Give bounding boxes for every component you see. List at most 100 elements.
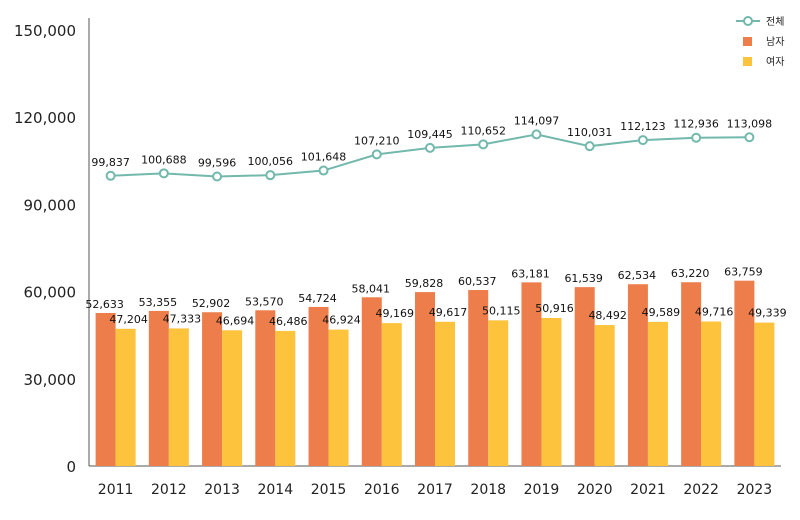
bar-female xyxy=(647,321,668,466)
x-tick-label: 2023 xyxy=(737,482,773,498)
x-tick-label: 2022 xyxy=(683,482,719,498)
data-label-total: 100,688 xyxy=(141,153,187,166)
data-label-total: 112,123 xyxy=(620,120,666,133)
bar-female xyxy=(754,322,775,466)
bar-female xyxy=(275,330,296,466)
y-tick-label: 150,000 xyxy=(14,22,76,40)
bars xyxy=(95,280,775,466)
bar-male xyxy=(574,287,595,466)
data-label-female: 46,924 xyxy=(322,314,361,327)
data-label-male: 63,181 xyxy=(511,267,550,280)
legend-label-total: 전체 xyxy=(766,16,784,28)
data-label-total: 109,445 xyxy=(407,128,453,141)
legend-label-female: 여자 xyxy=(766,56,784,68)
legend-label-male: 남자 xyxy=(766,36,784,48)
x-tick-label: 2018 xyxy=(470,482,506,498)
x-tick-label: 2021 xyxy=(630,482,666,498)
y-tick-label: 30,000 xyxy=(24,371,77,389)
data-label-male: 63,759 xyxy=(724,266,763,279)
total-point xyxy=(744,132,755,143)
x-tick-label: 2012 xyxy=(151,482,187,498)
bar-female xyxy=(435,321,455,466)
data-label-total: 99,837 xyxy=(91,156,130,169)
total-point xyxy=(371,149,382,160)
total-point xyxy=(478,139,489,150)
y-tick-label: 60,000 xyxy=(24,284,77,302)
total-point xyxy=(318,165,329,176)
data-label-male: 63,220 xyxy=(671,267,710,280)
bar-male xyxy=(361,297,382,466)
data-label-male: 60,537 xyxy=(458,275,497,288)
total-point xyxy=(637,135,648,146)
data-label-female: 46,486 xyxy=(269,315,308,328)
bar-male xyxy=(148,310,169,466)
data-label-total: 114,097 xyxy=(514,114,560,127)
bar-male xyxy=(521,282,542,466)
legend-line-marker xyxy=(743,16,753,26)
total-point xyxy=(105,170,116,181)
bar-male xyxy=(202,312,223,466)
data-label-male: 52,902 xyxy=(192,297,231,310)
bar-female xyxy=(115,328,136,466)
x-tick-label: 2019 xyxy=(524,482,560,498)
x-tick-label: 2013 xyxy=(204,482,240,498)
data-label-female: 46,694 xyxy=(216,314,255,327)
data-label-total: 110,652 xyxy=(460,124,506,137)
bar-female xyxy=(328,329,349,466)
legend-swatch-male xyxy=(743,37,752,46)
data-label-male: 58,041 xyxy=(352,282,391,295)
total-point xyxy=(531,129,542,140)
data-label-total: 113,098 xyxy=(727,117,773,130)
data-labels: 52,633 47,204 53,355 47,333 52,902 46,694 53,5… xyxy=(85,114,786,328)
bar-female xyxy=(701,321,722,466)
data-label-female: 49,617 xyxy=(429,306,468,319)
data-label-female: 47,204 xyxy=(109,313,148,326)
bar-female xyxy=(594,325,615,466)
x-tick-label: 2016 xyxy=(364,482,400,498)
bar-male xyxy=(95,313,116,466)
bar-male xyxy=(627,284,648,466)
data-label-female: 50,916 xyxy=(535,302,574,315)
data-label-male: 53,355 xyxy=(139,296,178,309)
x-tick-label: 2017 xyxy=(417,482,453,498)
data-label-male: 53,570 xyxy=(245,295,284,308)
total-point xyxy=(265,170,276,181)
data-label-female: 47,333 xyxy=(163,312,202,325)
y-tick-label: 120,000 xyxy=(14,109,76,127)
bar-female xyxy=(488,320,509,466)
data-label-male: 54,724 xyxy=(298,292,337,305)
data-label-total: 101,648 xyxy=(301,151,347,164)
bar-female xyxy=(168,328,189,466)
x-tick-label: 2014 xyxy=(257,482,293,498)
data-label-male: 52,633 xyxy=(85,298,124,311)
total-point xyxy=(425,142,435,153)
bar-male xyxy=(468,290,489,466)
x-tick-label: 2020 xyxy=(577,482,613,498)
data-label-total: 107,210 xyxy=(354,134,400,147)
legend-swatch-female xyxy=(743,57,752,66)
data-label-female: 49,169 xyxy=(376,307,415,320)
data-label-total: 112,936 xyxy=(673,118,719,131)
data-label-total: 99,596 xyxy=(198,157,237,170)
total-point xyxy=(691,132,702,143)
data-label-female: 50,115 xyxy=(482,304,521,317)
total-line xyxy=(105,129,755,182)
data-label-total: 100,056 xyxy=(248,155,294,168)
data-label-male: 61,539 xyxy=(564,272,603,285)
data-label-female: 49,589 xyxy=(642,306,681,319)
axes: 0 30,000 60,000 90,000 120,000 150,000 2011 201… xyxy=(14,18,781,498)
bar-male xyxy=(734,280,755,466)
bar-male xyxy=(415,292,435,466)
bar-male xyxy=(255,310,276,466)
x-tick-label: 2011 xyxy=(98,482,134,498)
x-tick-label: 2015 xyxy=(311,482,347,498)
bar-female xyxy=(541,318,562,466)
data-label-total: 110,031 xyxy=(567,126,613,139)
data-label-male: 59,828 xyxy=(405,277,444,290)
data-label-female: 48,492 xyxy=(588,309,627,322)
total-point xyxy=(158,168,169,179)
total-point xyxy=(584,141,595,152)
data-label-female: 49,339 xyxy=(748,307,787,320)
